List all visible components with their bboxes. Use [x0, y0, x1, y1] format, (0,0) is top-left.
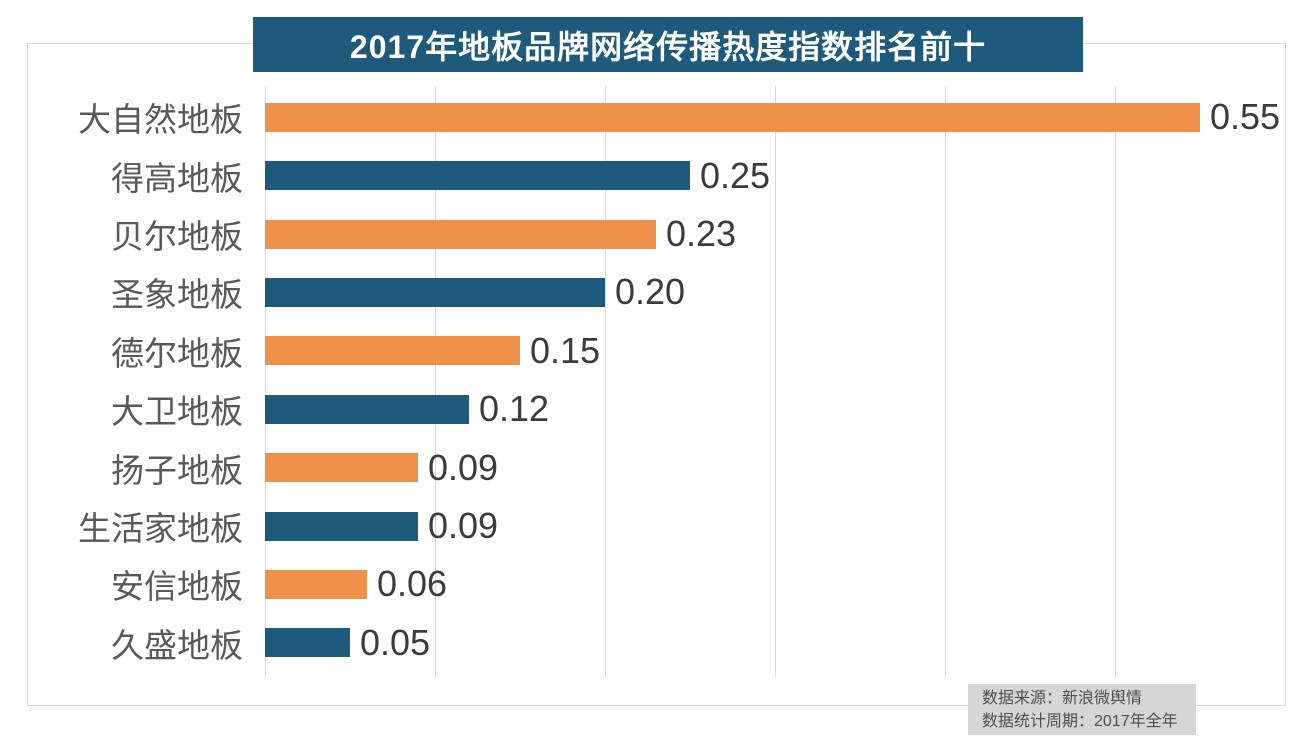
value-label: 0.09 [428, 505, 499, 547]
bar [265, 336, 520, 366]
chart-row: 久盛地板 0.05 [0, 614, 1314, 672]
bar-area: 0.06 [265, 563, 447, 605]
bar-area: 0.05 [265, 622, 430, 664]
category-label: 大自然地板 [78, 101, 243, 139]
chart-row: 得高地板 0.25 [0, 146, 1314, 204]
bar-rows: 大自然地板 0.55 得高地板 0.25 贝尔地板 0.23 圣象地板 0.20 德尔地板 0.1… [0, 88, 1314, 672]
category-label: 生活家地板 [78, 510, 243, 548]
category-label: 大卫地板 [111, 393, 243, 431]
source-note-line1: 数据来源：新浪微舆情 [982, 690, 1143, 707]
source-note: 数据来源：新浪微舆情 数据统计周期：2017年全年 [968, 684, 1196, 735]
bar [265, 453, 418, 483]
gridline [1285, 86, 1286, 677]
bar-area: 0.15 [265, 330, 600, 372]
chart-row: 扬子地板 0.09 [0, 438, 1314, 496]
chart-row: 贝尔地板 0.23 [0, 205, 1314, 263]
gridline [435, 86, 436, 677]
bar [265, 511, 418, 541]
bar [265, 161, 690, 191]
value-label: 0.12 [479, 388, 550, 430]
value-label: 0.25 [700, 154, 771, 196]
gridline [945, 86, 946, 677]
category-label: 德尔地板 [111, 334, 243, 372]
bar-area: 0.09 [265, 447, 498, 489]
bar [265, 394, 469, 424]
value-label: 0.09 [428, 446, 499, 488]
gridline [1115, 86, 1116, 677]
chart-row: 大自然地板 0.55 [0, 88, 1314, 146]
value-label: 0.15 [530, 329, 601, 371]
bar [265, 628, 350, 658]
category-label: 圣象地板 [111, 276, 243, 314]
bar [265, 277, 605, 307]
chart-row: 生活家地板 0.09 [0, 497, 1314, 555]
chart-row: 安信地板 0.06 [0, 555, 1314, 613]
value-label: 0.06 [377, 563, 448, 605]
chart-row: 圣象地板 0.20 [0, 263, 1314, 321]
bar-area: 0.09 [265, 505, 498, 547]
category-label: 久盛地板 [111, 626, 243, 664]
bar-area: 0.55 [265, 96, 1280, 138]
value-label: 0.55 [1210, 96, 1281, 138]
category-label: 安信地板 [111, 568, 243, 606]
category-label: 得高地板 [111, 159, 243, 197]
source-note-line2: 数据统计周期：2017年全年 [982, 713, 1178, 730]
value-label: 0.20 [615, 271, 686, 313]
bar-area: 0.25 [265, 155, 770, 197]
bar [265, 569, 367, 599]
bar-area: 0.20 [265, 271, 685, 313]
chart-row: 大卫地板 0.12 [0, 380, 1314, 438]
value-label: 0.23 [666, 213, 737, 255]
gridline [775, 86, 776, 677]
gridline [605, 86, 606, 677]
bar-area: 0.23 [265, 213, 736, 255]
chart-row: 德尔地板 0.15 [0, 322, 1314, 380]
category-label: 贝尔地板 [111, 218, 243, 256]
bar [265, 219, 656, 249]
bar [265, 102, 1200, 132]
grid-layer [265, 86, 1286, 677]
value-label: 0.05 [360, 621, 431, 663]
category-label: 扬子地板 [111, 451, 243, 489]
chart-title: 2017年地板品牌网络传播热度指数排名前十 [253, 17, 1083, 72]
gridline [265, 86, 266, 677]
bar-area: 0.12 [265, 388, 549, 430]
